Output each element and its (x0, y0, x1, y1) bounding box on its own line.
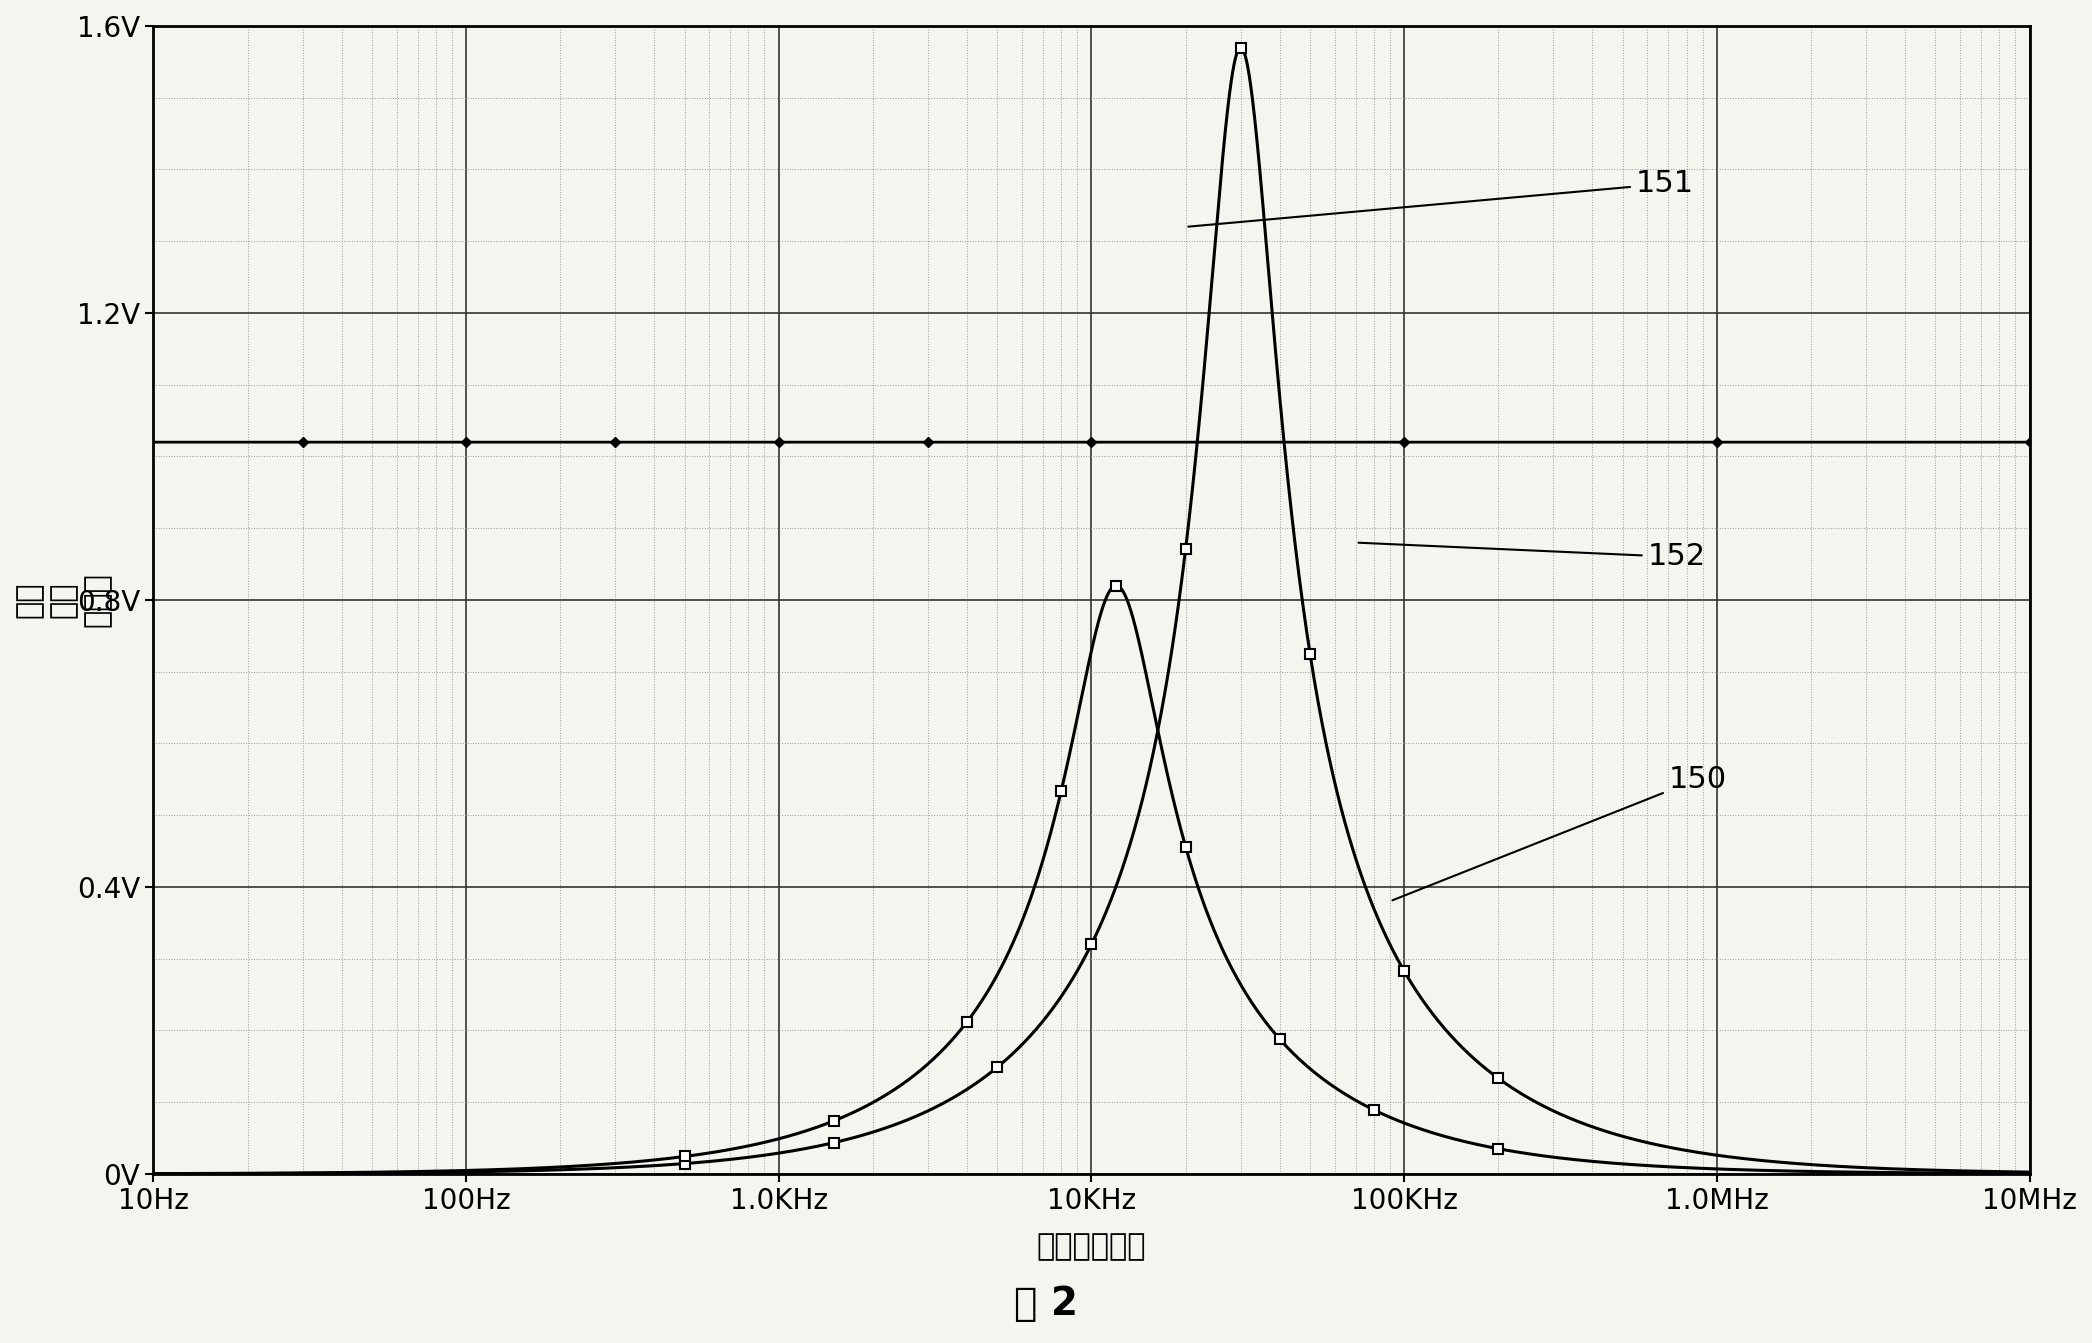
Text: 150: 150 (1393, 766, 1726, 900)
Text: 152: 152 (1358, 543, 1705, 571)
Y-axis label: 幅度
响应
（伏）: 幅度 响应 （伏） (15, 572, 111, 627)
Text: 图 2: 图 2 (1015, 1285, 1077, 1323)
Text: 151: 151 (1188, 169, 1695, 227)
X-axis label: 频率（赫兹）: 频率（赫兹） (1038, 1232, 1146, 1261)
